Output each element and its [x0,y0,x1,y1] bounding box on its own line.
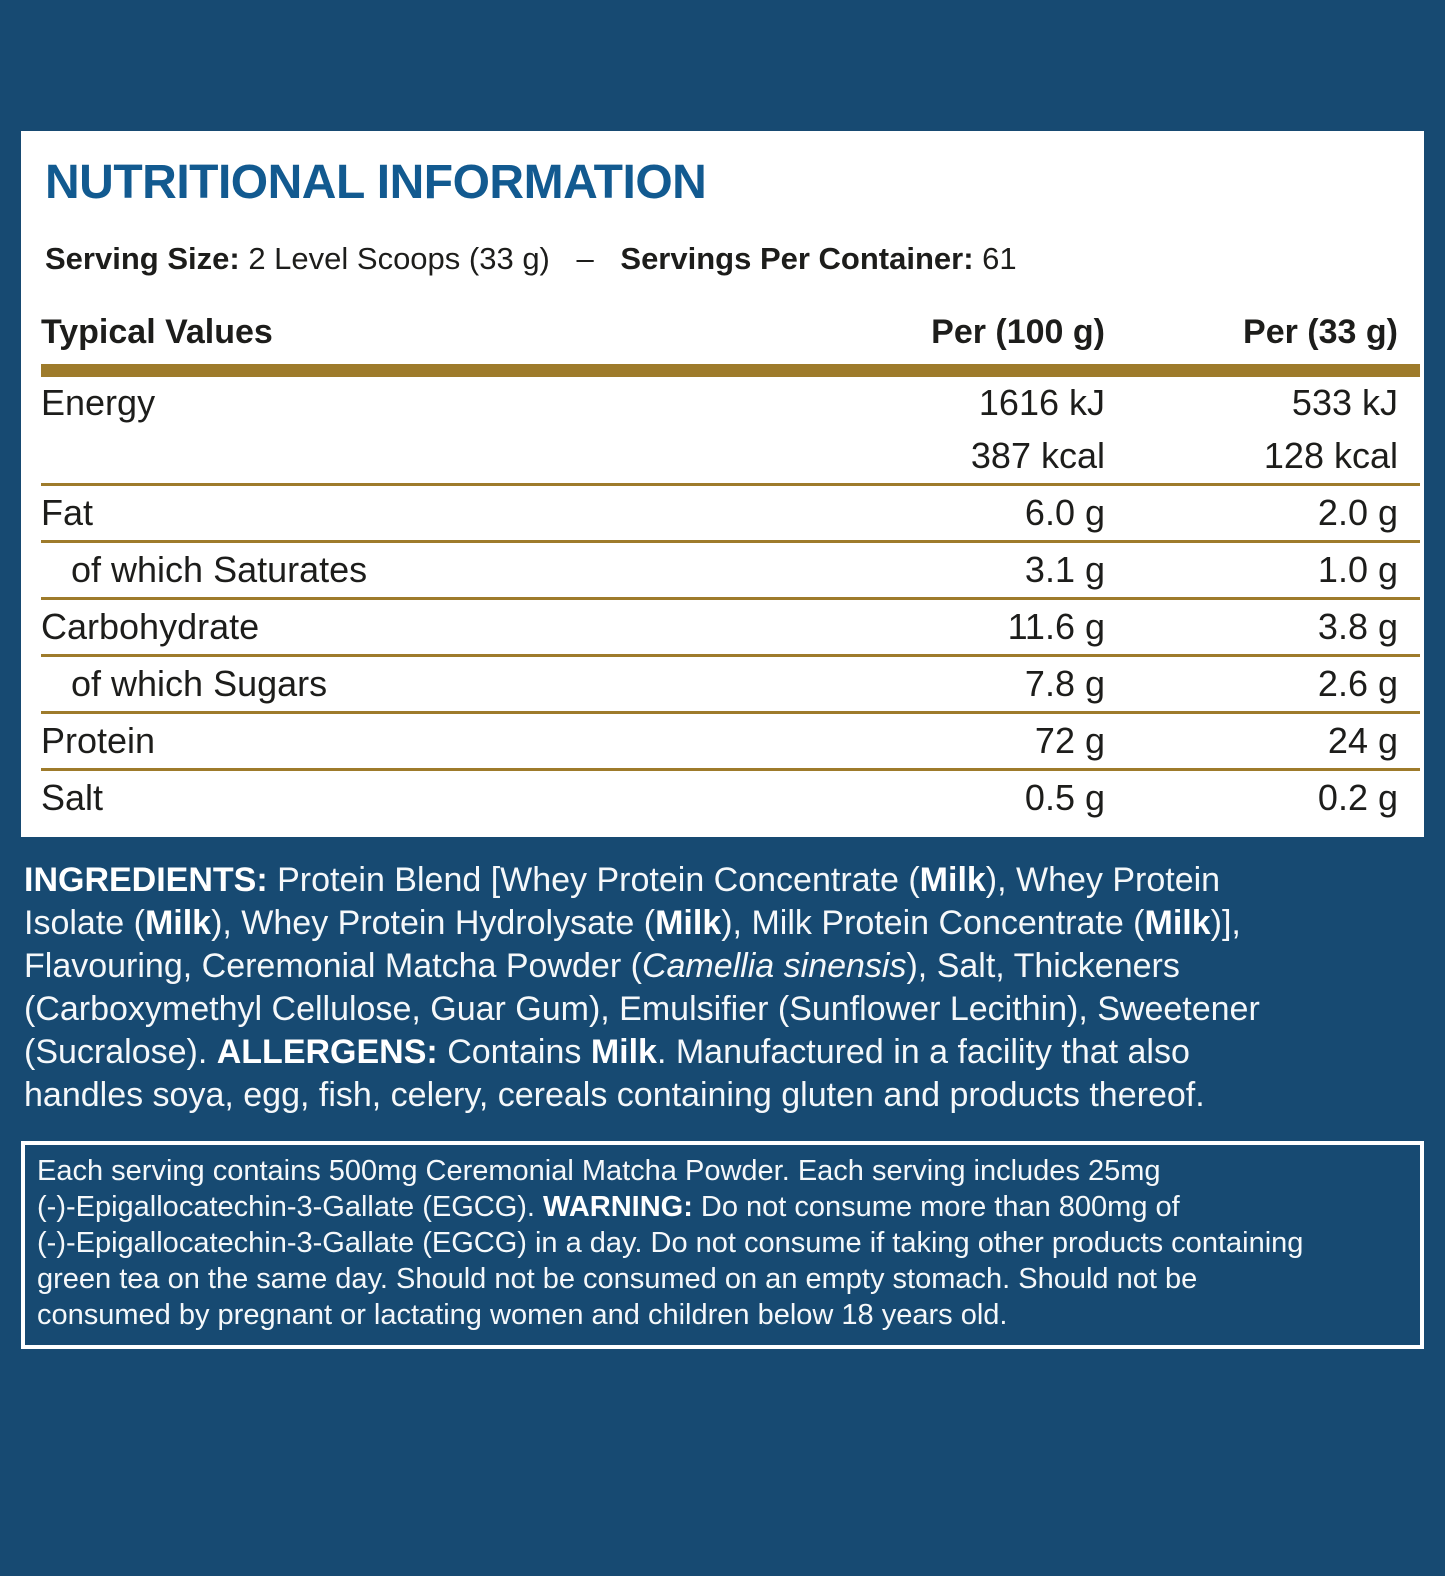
table-row: Energy 1616 kJ 533 kJ 387 kcal 128 kcal [41,377,1420,483]
per-33g-value: 2.0 g [1317,491,1398,533]
per-33g-value: 533 kJ [1291,382,1398,424]
serving-line: Serving Size: 2 Level Scoops (33 g) – Se… [21,210,1424,278]
per-100g-value: 3.1 g [1024,548,1105,590]
per-100g-value: 72 g [1034,719,1105,761]
table-row-line: of which Sugars 7.8 g 2.6 g [41,657,1420,711]
table-body: Energy 1616 kJ 533 kJ 387 kcal 128 kcal Fat 6.… [41,377,1420,825]
serving-size-value: 2 Level Scoops (33 g) [248,240,550,276]
per-33g-value: 1.0 g [1317,548,1398,590]
nutrient-label: Fat [41,491,94,533]
row-divider [41,539,1420,543]
table-row: of which Saturates 3.1 g 1.0 g [41,543,1420,597]
nutrient-label: Salt [41,776,104,818]
serving-size-label: Serving Size: [45,240,240,276]
per-100g-value: 1616 kJ [978,382,1105,424]
nutrient-label: of which Saturates [71,548,368,590]
nutrient-label: Carbohydrate [41,605,260,647]
column-header-per-100g: Per (100 g) [931,312,1105,351]
table-row: Protein 72 g 24 g [41,714,1420,768]
table-row-line: Carbohydrate 11.6 g 3.8 g [41,600,1420,654]
nutrition-panel: NUTRITIONAL INFORMATION Serving Size: 2 … [21,131,1424,837]
servings-per-container-label: Servings Per Container: [620,240,974,276]
nutrition-table: Typical Values Per (100 g) Per (33 g) En… [41,312,1420,825]
table-header-row: Typical Values Per (100 g) Per (33 g) [41,312,1420,352]
table-row: of which Sugars 7.8 g 2.6 g [41,657,1420,711]
text-line: (-)-Epigallocatechin-3-Gallate (EGCG). W… [37,1190,1180,1223]
row-divider [41,482,1420,486]
text-line: consumed by pregnant or lactating women … [37,1298,1008,1331]
text-line: (Sucralose). ALLERGENS: Contains Milk. M… [24,1032,1190,1071]
header-rule [41,363,1420,377]
table-row-line: Energy 1616 kJ 533 kJ [41,377,1420,430]
text-line: Isolate (Milk), Whey Protein Hydrolysate… [24,903,1241,942]
column-header-per-33g: Per (33 g) [1243,312,1398,351]
table-row: Salt 0.5 g 0.2 g [41,771,1420,825]
ingredients-text: INGREDIENTS: Protein Blend [Whey Protein… [24,859,1421,1117]
serving-separator: – [576,240,594,276]
row-divider [41,710,1420,714]
servings-per-container-value: 61 [982,240,1017,276]
per-100g-value: 387 kcal [970,435,1105,477]
per-100g-value: 6.0 g [1024,491,1105,533]
table-row-line: Protein 72 g 24 g [41,714,1420,768]
table-row: Fat 6.0 g 2.0 g [41,486,1420,540]
row-divider [41,596,1420,600]
warning-text: Each serving contains 500mg Ceremonial M… [37,1153,1408,1333]
table-row-line: Fat 6.0 g 2.0 g [41,486,1420,540]
table-row: Carbohydrate 11.6 g 3.8 g [41,600,1420,654]
per-100g-value: 0.5 g [1024,776,1105,818]
per-33g-value: 128 kcal [1263,435,1398,477]
text-line: (-)-Epigallocatechin-3-Gallate (EGCG) in… [37,1226,1304,1259]
text-line: Each serving contains 500mg Ceremonial M… [37,1154,1161,1187]
per-33g-value: 2.6 g [1317,662,1398,704]
text-line: handles soya, egg, fish, celery, cereals… [24,1075,1205,1114]
per-33g-value: 0.2 g [1317,776,1398,818]
table-row-line: of which Saturates 3.1 g 1.0 g [41,543,1420,597]
column-header-typical-values: Typical Values [41,312,273,351]
nutrient-label: Protein [41,719,156,761]
nutrient-label: of which Sugars [71,662,328,704]
table-row-line: Salt 0.5 g 0.2 g [41,771,1420,825]
warning-box: Each serving contains 500mg Ceremonial M… [21,1140,1424,1349]
nutrition-label: NUTRITIONAL INFORMATION Serving Size: 2 … [0,131,1445,1576]
text-line: green tea on the same day. Should not be… [37,1262,1198,1295]
text-line: (Carboxymethyl Cellulose, Guar Gum), Emu… [24,989,1260,1028]
text-line: INGREDIENTS: Protein Blend [Whey Protein… [24,860,1221,899]
row-divider [41,767,1420,771]
table-row-line: 387 kcal 128 kcal [41,430,1420,483]
per-100g-value: 11.6 g [1007,605,1105,647]
row-divider [41,653,1420,657]
page-title: NUTRITIONAL INFORMATION [45,156,707,209]
nutrient-label: Energy [41,382,156,424]
per-100g-value: 7.8 g [1024,662,1105,704]
per-33g-value: 24 g [1327,719,1398,761]
per-33g-value: 3.8 g [1317,605,1398,647]
text-line: Flavouring, Ceremonial Matcha Powder (Ca… [24,946,1180,985]
